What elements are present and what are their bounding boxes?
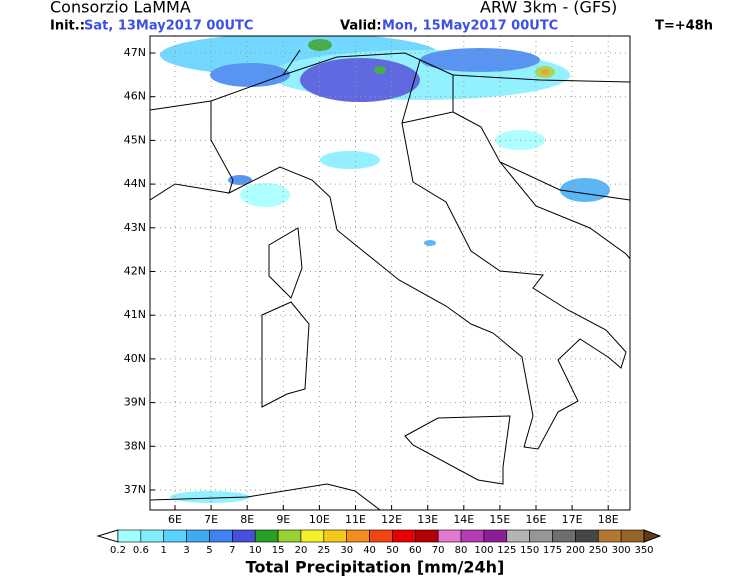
lon-label: 8E [240,513,254,526]
valid-time: Mon, 15May2017 00UTC [382,19,558,34]
lat-label: 43N [124,221,146,234]
legend-label: 250 [589,545,608,556]
legend-label: 150 [520,545,539,556]
model: ARW 3km - (GFS) [480,0,617,17]
legend-label: 3 [183,545,189,556]
legend-box [277,529,302,543]
title: Consorzio LaMMA [50,0,191,17]
legend-label: 60 [409,545,422,556]
legend-label: 100 [474,545,493,556]
legend-box [392,529,416,543]
legend-label: 30 [340,545,353,556]
legend-label: 1 [161,545,167,556]
lead-time: T=+48h [655,19,713,34]
init-time: Sat, 13May2017 00UTC [84,19,253,34]
legend-box [369,529,393,543]
lon-label: 11E [345,513,366,526]
legend-box [300,529,325,543]
lat-label: 39N [124,396,146,409]
valid-label: Valid: [340,19,382,34]
legend-label: 200 [566,545,585,556]
lon-label: 9E [276,513,290,526]
legend-box [323,529,347,543]
lat-label: 40N [124,352,146,365]
sicily-coast [404,415,511,485]
legend-box [117,529,142,543]
legend-box [232,529,256,543]
lat-label: 46N [124,90,146,103]
legend-under [96,529,119,543]
legend-label: 50 [386,545,399,556]
legend-box [437,529,462,543]
lon-label: 7E [204,513,218,526]
legend-box [506,529,530,543]
legend-label: 70 [432,545,445,556]
legend-box [140,529,165,543]
legend-label: 20 [295,545,308,556]
lon-label: 14E [453,513,474,526]
legend-box [209,529,233,543]
legend-label: 300 [612,545,631,556]
map [150,36,630,510]
sardinia-coast [261,301,310,408]
borders [150,49,630,201]
legend-label: 10 [249,545,262,556]
lat-label: 47N [124,46,146,59]
legend-label: 0.2 [110,545,126,556]
legend-box [620,529,645,543]
lat-label: 44N [124,177,146,190]
legend-label: 25 [317,545,330,556]
legend-label: 5 [206,545,212,556]
lat-label: 41N [124,308,146,321]
lon-label: 16E [526,513,547,526]
legend-box [163,529,187,543]
africa-coast [150,483,381,510]
lon-label: 10E [309,513,330,526]
legend-box [415,529,439,543]
legend-title: Total Precipitation [mm/24h] [246,558,505,577]
legend-box [460,529,485,543]
legend-box [346,529,370,543]
lon-label: 6E [168,513,182,526]
corsica-coast [268,227,303,299]
legend-box [529,529,553,543]
legend-label: 350 [634,545,653,556]
legend-label: 175 [543,545,562,556]
legend-label: 15 [272,545,285,556]
legend-box [483,529,508,543]
legend-box [552,529,576,543]
legend-label: 40 [363,545,376,556]
lon-label: 13E [417,513,438,526]
lat-label: 45N [124,133,146,146]
italy-coast [210,52,627,450]
legend-box [186,529,210,543]
legend-label: 125 [497,545,516,556]
lat-label: 37N [124,483,146,496]
legend-label: 80 [455,545,468,556]
map-frame [149,35,631,511]
init-label: Init.: [50,19,85,34]
legend-over [643,529,662,543]
legend-box [575,529,599,543]
legend-label: 7 [229,545,235,556]
balkan-coast [452,111,630,260]
france-coast [150,183,230,201]
precipitation [160,36,610,503]
lat-label: 38N [124,439,146,452]
lon-label: 18E [598,513,619,526]
legend-box [597,529,622,543]
lon-label: 12E [381,513,402,526]
lat-label: 42N [124,265,146,278]
legend-label: 0.6 [133,545,149,556]
lon-label: 15E [489,513,510,526]
lon-label: 17E [562,513,583,526]
legend-box [254,529,279,543]
